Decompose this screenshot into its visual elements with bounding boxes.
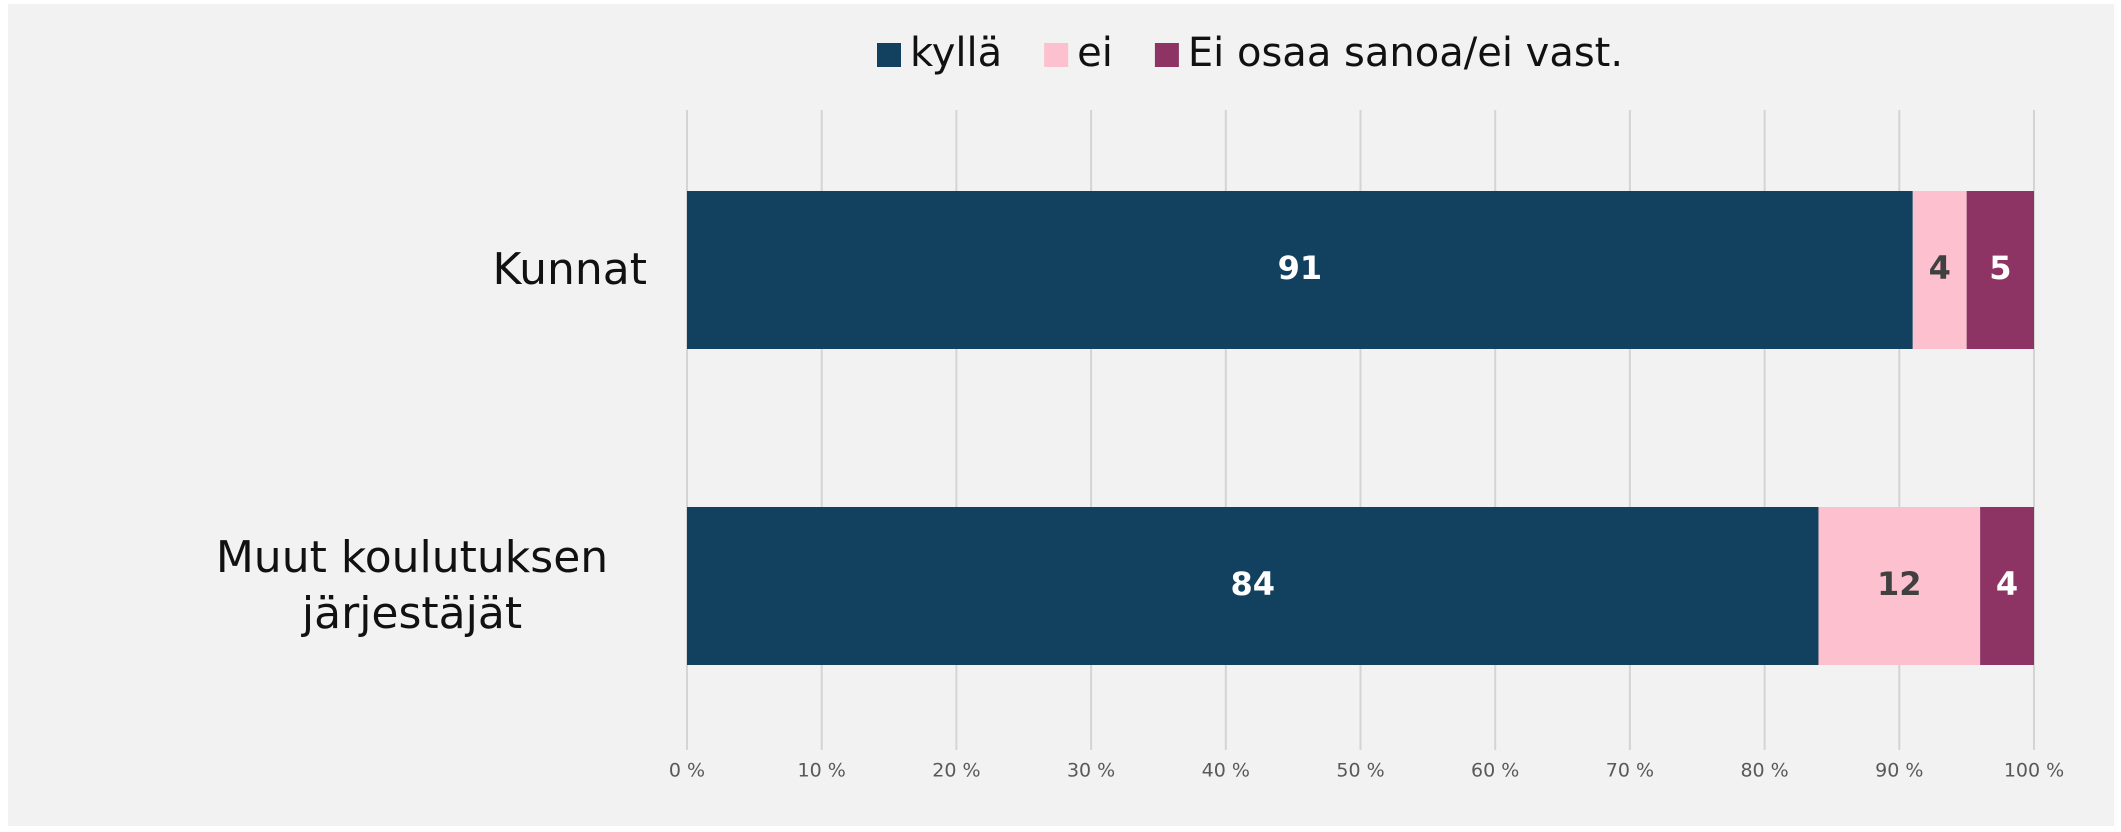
legend-swatch <box>1154 43 1179 67</box>
legend-swatch <box>877 43 901 67</box>
legend-swatch <box>1044 43 1069 67</box>
data-label: 4 <box>1929 249 1951 287</box>
bar-segment <box>1980 507 2034 665</box>
x-tick-label: 0 % <box>669 760 705 782</box>
legend-label: Ei osaa sanoa/ei vast. <box>1188 30 1623 76</box>
bar-segment <box>1912 191 1967 349</box>
bar-segment <box>1818 507 1981 665</box>
legend-label: kyllä <box>910 30 1002 76</box>
data-label: 12 <box>1877 565 1922 603</box>
x-tick-label: 100 % <box>2004 760 2064 782</box>
legend-label: ei <box>1077 30 1113 76</box>
bar-segment <box>687 507 1819 665</box>
x-tick-label: 50 % <box>1336 760 1384 782</box>
x-tick-label: 70 % <box>1606 760 1654 782</box>
x-tick-label: 90 % <box>1875 760 1923 782</box>
x-tick-label: 80 % <box>1740 760 1788 782</box>
data-label: 4 <box>1996 565 2018 603</box>
x-tick-label: 30 % <box>1067 760 1115 782</box>
data-label: 5 <box>1989 249 2011 287</box>
data-label: 91 <box>1278 249 1323 287</box>
category-label: Muut koulutuksen järjestäjät <box>215 532 609 639</box>
x-tick-label: 20 % <box>932 760 980 782</box>
x-tick-label: 40 % <box>1202 760 1250 782</box>
x-tick-label: 60 % <box>1471 760 1519 782</box>
background <box>8 4 2114 826</box>
data-label: 84 <box>1230 565 1275 603</box>
bar-segment <box>1966 191 2034 349</box>
category-label: Kunnat <box>492 244 647 295</box>
x-tick-label: 10 % <box>798 760 846 782</box>
bar-segment <box>687 191 1913 349</box>
